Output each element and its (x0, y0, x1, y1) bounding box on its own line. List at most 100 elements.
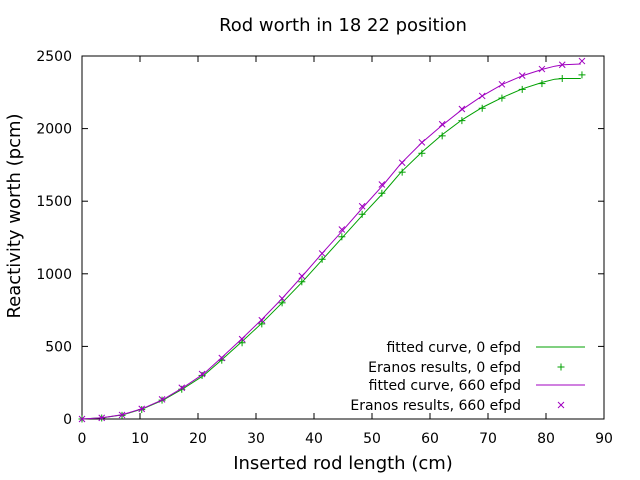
x-marker (118, 411, 126, 419)
x-marker-b (338, 226, 346, 233)
x-marker-b (198, 370, 206, 378)
plus-marker (358, 210, 366, 218)
x-marker (258, 316, 266, 324)
x-marker-b (318, 250, 326, 257)
y-axis-title: Reactivity worth (pcm) (4, 113, 25, 318)
x-marker-b (578, 57, 586, 65)
x-marker (378, 181, 386, 188)
plus-marker (558, 75, 566, 83)
legend-entry: Eranos results, 660 efpd (350, 398, 565, 414)
plus-marker (478, 104, 486, 112)
chart-title: Rod worth in 18 22 position (219, 15, 467, 36)
x-marker-b (518, 72, 526, 79)
x-marker-b (78, 415, 86, 423)
x-marker (338, 226, 346, 233)
x-marker-b (258, 316, 266, 324)
x-marker-b (98, 414, 106, 422)
x-marker (78, 415, 86, 423)
x-marker (478, 92, 486, 100)
x-marker (458, 105, 466, 113)
x-marker-b (358, 202, 366, 210)
x-marker (557, 401, 565, 409)
legend-label: fitted curve, 0 efpd (386, 340, 521, 356)
legend-label: Eranos results, 0 efpd (368, 360, 521, 376)
x-marker (498, 80, 506, 88)
y-tick-label: 1500 (36, 194, 72, 210)
plus-marker (438, 132, 446, 140)
plot-area (81, 55, 605, 420)
x-marker-b (118, 411, 126, 419)
plus-marker (318, 255, 326, 263)
x-marker-b (178, 384, 186, 392)
x-marker-b (218, 354, 226, 362)
x-tick-label: 40 (305, 431, 323, 447)
plus-marker (238, 339, 246, 347)
series-markers (78, 71, 586, 423)
plus-marker (578, 71, 586, 79)
plus-marker (538, 80, 546, 88)
plus-marker (518, 85, 526, 93)
x-marker (318, 250, 326, 257)
y-tick-label: 2500 (36, 49, 72, 65)
plus-marker (557, 363, 565, 371)
x-marker (238, 335, 246, 343)
x-marker-b (278, 295, 286, 302)
x-marker-b (478, 92, 486, 100)
x-marker (218, 354, 226, 362)
x-marker-b (398, 159, 406, 167)
x-marker-b (498, 80, 506, 88)
legend-entry: fitted curve, 660 efpd (369, 378, 585, 394)
x-marker-b (438, 120, 446, 128)
x-marker (198, 370, 206, 378)
legend-entry: fitted curve, 0 efpd (386, 340, 585, 356)
plus-marker (398, 168, 406, 176)
x-marker-b (158, 396, 166, 403)
plus-marker (378, 189, 386, 197)
series-markers (78, 57, 586, 423)
x-marker (358, 202, 366, 210)
x-marker-b (378, 181, 386, 188)
x-tick-label: 80 (537, 431, 555, 447)
x-marker-b (238, 335, 246, 343)
legend-label: fitted curve, 660 efpd (369, 378, 521, 394)
x-tick-label: 20 (189, 431, 207, 447)
x-marker (98, 414, 106, 422)
x-marker-b (558, 61, 566, 69)
x-marker (558, 61, 566, 69)
x-marker-b (538, 65, 546, 73)
x-marker-b (418, 139, 426, 146)
x-marker (298, 272, 306, 280)
legend-label: Eranos results, 660 efpd (350, 398, 521, 414)
x-tick-label: 70 (479, 431, 497, 447)
plus-marker (258, 320, 266, 328)
x-marker-b (557, 401, 565, 409)
plus-marker (298, 278, 306, 286)
x-marker (178, 384, 186, 392)
y-tick-label: 2000 (36, 122, 72, 138)
x-tick-label: 10 (131, 431, 149, 447)
x-tick-label: 0 (78, 431, 87, 447)
x-axis-title: Inserted rod length (cm) (233, 453, 453, 474)
x-marker-b (298, 272, 306, 280)
x-marker (438, 120, 446, 128)
x-marker-b (458, 105, 466, 113)
x-tick-label: 60 (421, 431, 439, 447)
x-marker-b (138, 405, 146, 413)
x-marker (418, 139, 426, 146)
plot-frame (81, 55, 605, 420)
data-series (78, 57, 586, 423)
plus-marker (338, 233, 346, 241)
plus-marker (458, 117, 466, 125)
plus-marker (498, 94, 506, 102)
axis-ticks: 0 10 20 30 40 50 60 70 80 90 0 500 1000 1500 2000 2500 (36, 49, 613, 447)
x-marker (158, 396, 166, 403)
x-tick-label: 90 (595, 431, 613, 447)
y-tick-label: 500 (45, 339, 72, 355)
plus-marker (418, 149, 426, 157)
x-marker (518, 72, 526, 79)
plus-marker (278, 299, 286, 307)
x-marker (578, 57, 586, 65)
